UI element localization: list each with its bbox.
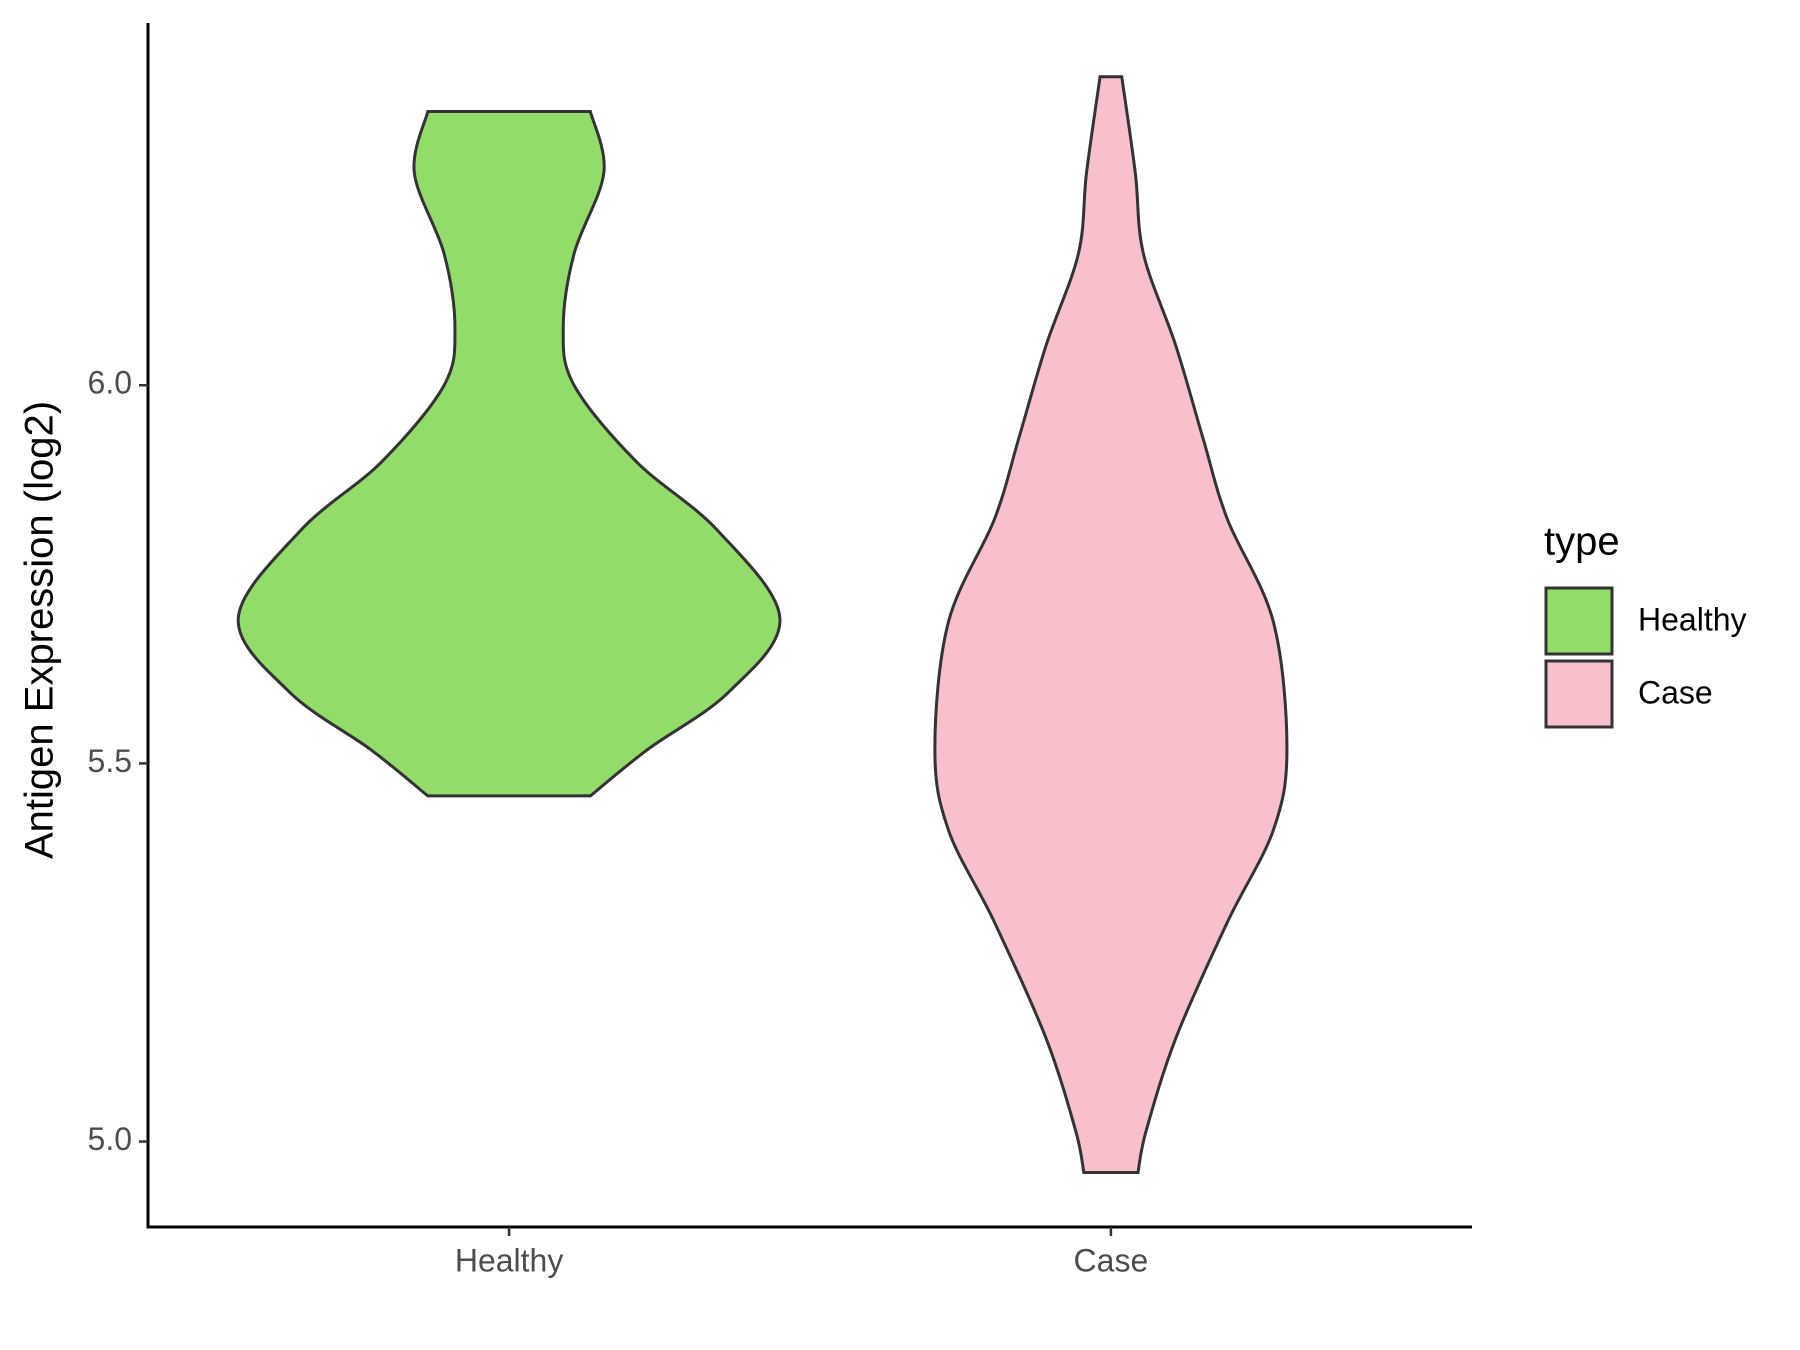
violin: [933, 75, 1289, 1175]
x-tick-label: Case: [1074, 1242, 1149, 1278]
legend-title: type: [1544, 520, 1620, 564]
x-tick-label: Healthy: [455, 1242, 564, 1278]
legend-key: [1544, 659, 1614, 729]
y-tick-label: 5.0: [88, 1121, 132, 1157]
legend-key: [1544, 586, 1614, 656]
legend-label: Case: [1638, 674, 1713, 710]
y-tick-label: 5.5: [88, 743, 132, 779]
legend-label: Healthy: [1638, 601, 1747, 637]
y-tick-label: 6.0: [88, 365, 132, 401]
y-axis-title: Antigen Expression (log2): [18, 401, 62, 859]
violin: [236, 109, 782, 798]
